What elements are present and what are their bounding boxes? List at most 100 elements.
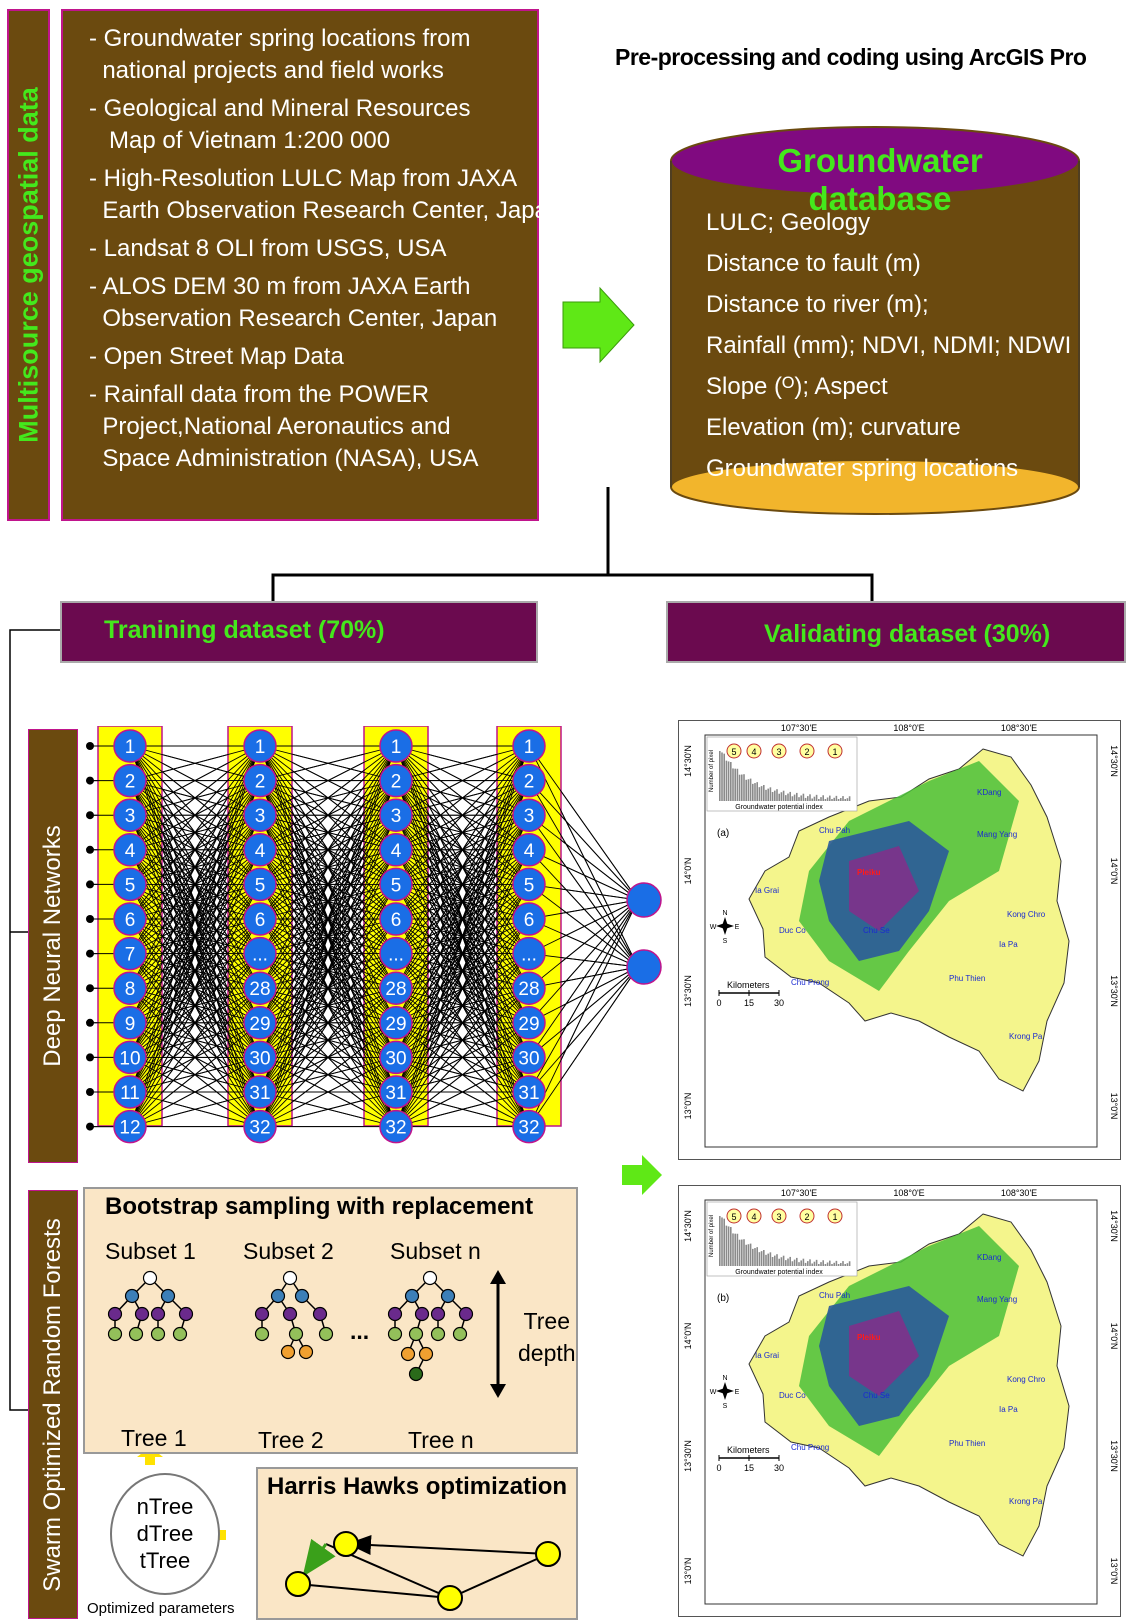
source-item-line: - High-Resolution LULC Map from JAXA [89,165,518,192]
map-frame: 107°30'E 108°0'E 108°30'E 14°30'N 14°30'N 14°… [683,1188,1119,1605]
bootstrap-panel [83,1187,578,1454]
node-label: 6 [524,910,535,931]
place-label: Kong Chro [1007,1375,1046,1384]
place-label: Chu Se [863,926,890,935]
network-node: 6 [379,902,413,936]
latitude-tick: 14°0'N [1109,858,1119,885]
network-node: 8 [113,971,147,1005]
node-label: 6 [125,910,136,931]
class-label: 5 [731,1212,736,1222]
node-label: 30 [518,1048,539,1069]
place-label: Chu Pah [819,826,850,835]
data-sources-panel: - Groundwater spring locations from nati… [61,9,561,521]
place-label: Krong Pa [1009,1032,1043,1041]
tree-depth-label: Tree depth [518,1305,576,1369]
network-node: 2 [379,763,413,798]
place-label: Kong Chro [1007,910,1046,919]
network-node: 6 [243,902,277,936]
place-label: Duc Co [779,926,806,935]
svg-text:N: N [722,910,727,917]
tree-label: Tree 1 [121,1425,187,1451]
svg-text:E: E [735,924,740,931]
subset-label: Subset n [390,1238,481,1264]
longitude-tick: 107°30'E [781,1188,817,1198]
node-label: 29 [518,1014,539,1035]
validating-dataset-box: Validating dataset (30%) [666,601,1126,663]
latitude-tick: 13°30'N [1109,1440,1119,1472]
place-label: KDang [977,788,1001,797]
svg-text:S: S [723,938,728,945]
map-a-svg: 107°30'E 108°0'E 108°30'E 14°30'N 14°30'N 14°… [683,723,1119,1148]
node-label: 5 [524,875,535,896]
longitude-tick: 108°0'E [893,723,924,733]
source-item-line: Space Administration (NASA), USA [89,445,479,472]
place-label: Chu Prong [791,978,829,987]
source-item-line: - Groundwater spring locations from [89,25,471,52]
place-label: Ia Pa [999,940,1018,949]
latitude-tick: 14°30'N [683,745,693,777]
arrow-right-icon [622,1155,662,1195]
class-marker [799,743,815,759]
place-label: KDang [977,1253,1001,1262]
parameter-list: nTree dTree tTree [115,1493,215,1574]
tree-depth-word: Tree [523,1308,570,1334]
network-node: 28 [379,971,413,1005]
panel-label: (b) [717,1293,729,1304]
latitude-tick: 13°30'N [1109,975,1119,1007]
network-node: ... [512,936,546,971]
place-label: Krong Pa [1009,1497,1043,1506]
svg-text:0: 0 [716,1463,721,1473]
network-node: 9 [113,1006,147,1040]
svg-text:S: S [723,1403,728,1410]
map-panel-b: 107°30'E 108°0'E 108°30'E 14°30'N 14°30'N 14°… [678,1185,1121,1617]
north-arrow-icon: NW ES [710,1375,740,1410]
node-label: 11 [120,1083,140,1104]
database-item: Groundwater spring locations [706,455,1019,482]
network-node: 5 [379,867,413,902]
class-label: 2 [804,1212,809,1222]
source-item-line: - ALOS DEM 30 m from JAXA Earth [89,273,471,300]
node-label: 4 [524,841,535,862]
latitude-tick: 13°0'N [1109,1558,1119,1585]
network-node: 7 [113,936,147,971]
preprocessing-title: Pre-processing and coding using ArcGIS P… [615,44,1087,70]
node-label: 3 [255,806,266,827]
network-node: 5 [113,867,147,902]
place-label: Mang Yang [977,1295,1017,1304]
arrow-right-icon [562,286,635,364]
scale-bar: Kilometers 0 15 30 [716,1445,784,1473]
place-label: Phu Thien [949,1439,985,1448]
svg-text:30: 30 [774,998,784,1008]
node-label: ... [521,945,537,966]
node-label: 32 [249,1118,270,1139]
parameters-ellipse [110,1473,220,1595]
source-item-line: - Rainfall data from the POWER [89,381,430,408]
network-node: 5 [512,867,546,902]
source-item: - Open Street Map Data [89,341,531,373]
node-label: 31 [385,1083,406,1104]
node-label: 1 [125,737,136,758]
histogram-xlabel: Groundwater potential index [735,804,823,811]
class-marker [771,1208,787,1224]
node-label: 32 [518,1118,539,1139]
network-node: 1 [243,729,277,763]
node-label: 29 [385,1014,406,1035]
arrow-up-icon [137,1447,163,1465]
class-marker [827,1208,843,1224]
svg-text:N: N [722,1375,727,1382]
class-label: 3 [776,747,781,757]
source-item-line: Observation Research Center, Japan [89,305,498,332]
node-label: 1 [255,737,266,758]
training-dataset-box: Tranining dataset (70%) [60,601,538,663]
network-node: 28 [243,971,277,1005]
node-label: ... [252,945,268,966]
svg-text:30: 30 [774,1463,784,1473]
network-node: 3 [512,798,546,832]
place-label: Chu Se [863,1391,890,1400]
network-node: 1 [113,729,147,763]
network-node: 30 [243,1040,277,1075]
latitude-tick: 14°30'N [1109,1210,1119,1242]
network-node: 3 [379,798,413,832]
map-b-svg: 107°30'E 108°0'E 108°30'E 14°30'N 14°30'N 14°… [683,1188,1119,1605]
